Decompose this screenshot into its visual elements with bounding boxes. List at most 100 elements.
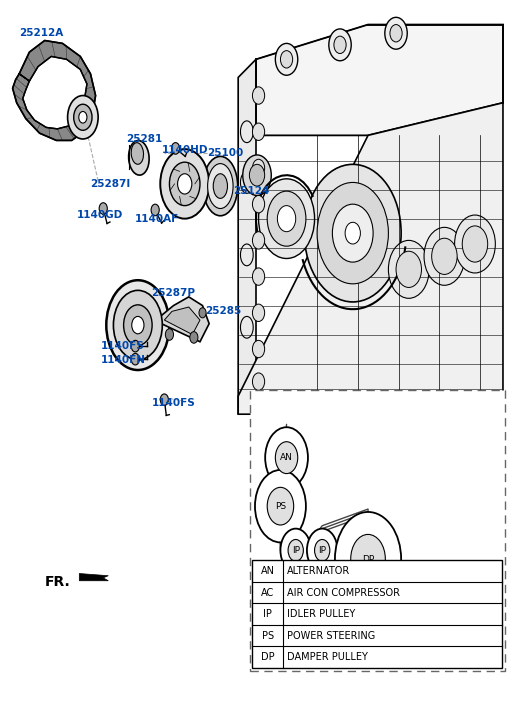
Circle shape	[169, 162, 200, 206]
Circle shape	[131, 353, 139, 365]
Ellipse shape	[131, 142, 143, 164]
Circle shape	[396, 252, 421, 287]
Circle shape	[267, 191, 306, 246]
Circle shape	[274, 563, 317, 624]
Circle shape	[252, 232, 265, 249]
Circle shape	[462, 226, 488, 262]
Polygon shape	[13, 41, 96, 140]
Text: PS: PS	[275, 502, 286, 510]
Ellipse shape	[213, 174, 227, 198]
Text: 1140AF: 1140AF	[135, 214, 179, 224]
Circle shape	[424, 228, 465, 285]
Circle shape	[252, 159, 265, 177]
Circle shape	[389, 241, 429, 298]
Circle shape	[252, 340, 265, 358]
Circle shape	[285, 578, 307, 610]
Circle shape	[151, 204, 159, 216]
Circle shape	[351, 534, 386, 584]
Circle shape	[278, 206, 296, 232]
Circle shape	[345, 222, 360, 244]
Circle shape	[252, 196, 265, 213]
Circle shape	[385, 17, 407, 49]
Text: FR.: FR.	[45, 575, 71, 589]
Polygon shape	[157, 297, 209, 342]
Circle shape	[288, 539, 303, 561]
Text: AC: AC	[290, 590, 302, 598]
Polygon shape	[238, 103, 503, 414]
Text: 25287I: 25287I	[91, 179, 131, 189]
FancyBboxPatch shape	[250, 390, 504, 671]
Circle shape	[190, 332, 198, 343]
Circle shape	[68, 95, 98, 139]
Text: 1140GD: 1140GD	[77, 210, 123, 220]
Circle shape	[165, 329, 174, 340]
FancyBboxPatch shape	[252, 561, 502, 667]
Text: 1140FN: 1140FN	[101, 355, 146, 365]
Polygon shape	[79, 574, 109, 581]
Ellipse shape	[129, 140, 149, 175]
Circle shape	[332, 204, 373, 262]
Text: POWER STEERING: POWER STEERING	[287, 630, 375, 640]
Text: 1140FS: 1140FS	[101, 341, 144, 351]
Circle shape	[160, 394, 168, 406]
Circle shape	[329, 29, 351, 61]
Polygon shape	[256, 25, 503, 135]
Circle shape	[160, 149, 209, 219]
Circle shape	[334, 36, 346, 54]
Text: IDLER PULLEY: IDLER PULLEY	[287, 609, 355, 619]
Circle shape	[314, 539, 330, 561]
Circle shape	[249, 164, 265, 186]
Circle shape	[275, 44, 298, 76]
Circle shape	[455, 215, 495, 273]
Text: AC: AC	[261, 587, 274, 598]
Text: 25285: 25285	[205, 306, 241, 316]
Polygon shape	[238, 60, 256, 414]
Circle shape	[252, 373, 265, 390]
Text: 1140HD: 1140HD	[162, 145, 208, 155]
Text: AN: AN	[261, 566, 275, 577]
Circle shape	[252, 304, 265, 321]
Circle shape	[99, 203, 108, 214]
Ellipse shape	[203, 156, 238, 216]
Circle shape	[172, 142, 180, 154]
Circle shape	[307, 529, 337, 572]
Circle shape	[243, 155, 271, 196]
Circle shape	[432, 238, 457, 274]
Text: ALTERNATOR: ALTERNATOR	[287, 566, 350, 577]
Text: DAMPER PULLEY: DAMPER PULLEY	[287, 652, 368, 662]
Circle shape	[390, 25, 402, 42]
Circle shape	[275, 442, 298, 473]
Circle shape	[132, 316, 144, 334]
Text: 25212A: 25212A	[19, 28, 63, 39]
Circle shape	[114, 290, 162, 360]
Text: PS: PS	[262, 630, 274, 640]
Polygon shape	[164, 307, 200, 334]
Text: 25287P: 25287P	[152, 287, 196, 297]
Text: DP: DP	[261, 652, 274, 662]
Text: 25281: 25281	[126, 134, 162, 144]
Circle shape	[281, 529, 311, 572]
Circle shape	[252, 268, 265, 285]
Circle shape	[267, 487, 294, 525]
Text: 25100: 25100	[208, 148, 244, 158]
Circle shape	[304, 164, 401, 302]
Circle shape	[281, 51, 293, 68]
Text: 1140FS: 1140FS	[152, 398, 196, 409]
Circle shape	[106, 280, 169, 370]
Ellipse shape	[208, 164, 233, 209]
Circle shape	[74, 104, 92, 130]
Circle shape	[178, 174, 192, 194]
Circle shape	[199, 308, 206, 318]
Text: IP: IP	[318, 546, 326, 555]
Circle shape	[335, 512, 401, 606]
Circle shape	[317, 182, 389, 284]
Text: AIR CON COMPRESSOR: AIR CON COMPRESSOR	[287, 587, 400, 598]
Circle shape	[265, 427, 308, 488]
Circle shape	[252, 87, 265, 104]
Circle shape	[131, 340, 139, 352]
Text: IP: IP	[292, 546, 300, 555]
Circle shape	[259, 179, 314, 259]
Text: IP: IP	[263, 609, 272, 619]
Text: DP: DP	[362, 555, 374, 563]
Circle shape	[252, 123, 265, 140]
